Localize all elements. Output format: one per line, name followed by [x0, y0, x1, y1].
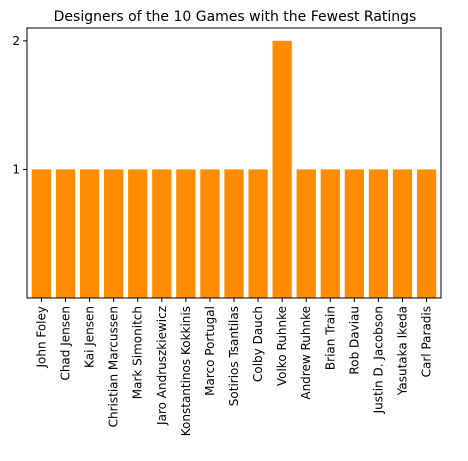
x-tick-label: Mark Simonitch — [131, 306, 145, 399]
bar — [345, 169, 364, 298]
bar — [32, 169, 51, 298]
y-axis-ticks: 12 — [12, 34, 27, 177]
x-tick-label: Carl Paradis — [420, 306, 434, 377]
y-tick-label: 2 — [12, 34, 20, 48]
bar — [297, 169, 316, 298]
bars-group — [32, 41, 436, 298]
x-tick-label: Sotirios Tsantilas — [227, 306, 241, 406]
x-tick-label: Chad Jensen — [59, 306, 73, 381]
bar — [56, 169, 75, 298]
bar — [248, 169, 267, 298]
bar — [128, 169, 147, 298]
x-tick-label: Andrew Ruhnke — [299, 306, 313, 400]
x-tick-label: Colby Dauch — [251, 306, 265, 382]
x-tick-label: Brian Train — [323, 306, 337, 370]
bar — [176, 169, 195, 298]
y-tick-label: 1 — [12, 162, 20, 176]
bar — [80, 169, 99, 298]
x-tick-label: Kai Jensen — [83, 306, 97, 368]
bar — [224, 169, 243, 298]
bar — [369, 169, 388, 298]
bar — [200, 169, 219, 298]
x-tick-label: Christian Marcussen — [107, 306, 121, 427]
x-tick-label: Jaro Andruszkiewicz — [155, 306, 169, 426]
x-tick-label: Rob Daviau — [347, 306, 361, 375]
x-tick-label: John Foley — [34, 306, 48, 369]
chart-title: Designers of the 10 Games with the Fewes… — [54, 9, 417, 25]
bar — [152, 169, 171, 298]
bar — [104, 169, 123, 298]
bar — [417, 169, 436, 298]
bar — [321, 169, 340, 298]
x-tick-label: Justin D. Jacobson — [371, 306, 385, 414]
bar — [393, 169, 412, 298]
x-tick-label: Konstantinos Kokkinis — [179, 306, 193, 436]
x-axis-ticks: John Foley Chad Jensen Kai Jensen Christian… — [34, 298, 433, 436]
x-tick-label: Marco Portugal — [203, 306, 217, 396]
x-tick-label: Volko Ruhnke — [275, 306, 289, 386]
x-tick-label: Yasutaka Ikeda — [395, 306, 409, 396]
bar — [273, 41, 292, 298]
